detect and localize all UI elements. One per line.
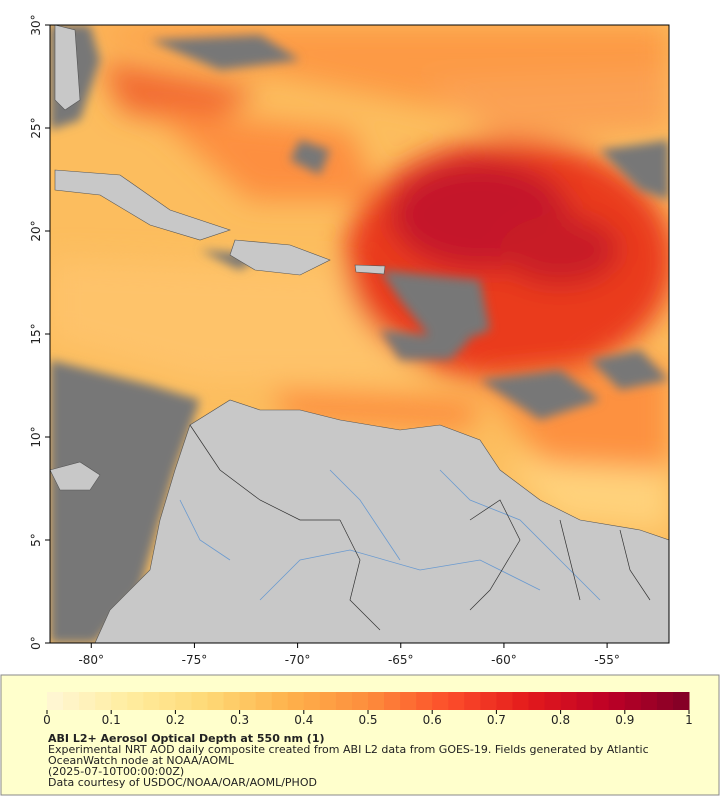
- y-tick-label: 25°: [29, 117, 43, 138]
- colorbar-swatch: [624, 692, 642, 710]
- y-tick-label: 30°: [29, 14, 43, 35]
- colorbar-swatch: [384, 692, 401, 710]
- colorbar-swatch: [512, 692, 529, 710]
- colorbar-swatch: [640, 692, 658, 710]
- colorbar-swatch: [335, 692, 353, 710]
- colorbar-swatch: [95, 692, 112, 710]
- colorbar-tick-label: 0.1: [102, 713, 121, 727]
- colorbar-tick-label: 0.7: [487, 713, 506, 727]
- colorbar-swatch: [416, 692, 433, 710]
- colorbar-tick-label: 0: [43, 713, 51, 727]
- caption-title: ABI L2+ Aerosol Optical Depth at 550 nm …: [48, 732, 325, 745]
- colorbar-tick-label: 0.9: [615, 713, 634, 727]
- colorbar-swatch: [319, 692, 337, 710]
- colorbar-swatch: [496, 692, 513, 710]
- colorbar-swatch: [255, 692, 273, 710]
- colorbar-swatch: [63, 692, 80, 710]
- caption-line: (2025-07-10T00:00:00Z): [48, 765, 184, 778]
- x-tick-label: -75°: [182, 653, 208, 667]
- x-tick-label: -70°: [285, 653, 311, 667]
- y-tick-label: 0°: [29, 636, 43, 650]
- colorbar-swatch: [608, 692, 626, 710]
- colorbar-swatch: [175, 692, 192, 710]
- colorbar-swatch: [464, 692, 481, 710]
- colorbar-swatch: [127, 692, 144, 710]
- colorbar-swatch: [672, 692, 690, 710]
- colorbar-tick-label: 0.3: [230, 713, 249, 727]
- colorbar-swatch: [368, 692, 385, 710]
- colorbar-swatch: [576, 692, 594, 710]
- colorbar-swatch: [223, 692, 241, 710]
- colorbar-swatch: [287, 692, 305, 710]
- colorbar-swatch: [303, 692, 321, 710]
- colorbar-swatch: [560, 692, 578, 710]
- colorbar-swatch: [191, 692, 208, 710]
- x-tick-label: -65°: [388, 653, 414, 667]
- colorbar-swatch: [207, 692, 225, 710]
- colorbar-tick-label: 0.5: [358, 713, 377, 727]
- colorbar-swatch: [480, 692, 497, 710]
- caption-line: OceanWatch node at NOAA/AOML: [48, 754, 235, 767]
- colorbar-tick-label: 1: [685, 713, 693, 727]
- y-tick-label: 10°: [29, 426, 43, 447]
- x-tick-label: -80°: [78, 653, 104, 667]
- colorbar-swatch: [528, 692, 546, 710]
- map-image: [50, 25, 669, 643]
- y-tick-label: 20°: [29, 220, 43, 241]
- x-tick-label: -55°: [594, 653, 620, 667]
- colorbar-tick-label: 0.2: [166, 713, 185, 727]
- colorbar-swatch: [448, 692, 465, 710]
- colorbar-tick-label: 0.6: [423, 713, 442, 727]
- colorbar-swatch: [432, 692, 449, 710]
- colorbar-swatch: [592, 692, 610, 710]
- colorbar-tick-label: 0.4: [294, 713, 313, 727]
- colorbar-swatch: [400, 692, 417, 710]
- colorbar-swatch: [143, 692, 160, 710]
- colorbar-swatch: [47, 692, 64, 710]
- colorbar-swatch: [271, 692, 289, 710]
- colorbar-swatch: [656, 692, 674, 710]
- y-tick-label: 5°: [29, 533, 43, 547]
- colorbar-swatch: [79, 692, 96, 710]
- colorbar-tick-label: 0.8: [551, 713, 570, 727]
- caption-line: Data courtesy of USDOC/NOAA/OAR/AOML/PHO…: [48, 776, 317, 789]
- colorbar-swatch: [239, 692, 257, 710]
- y-tick-label: 15°: [29, 323, 43, 344]
- colorbar-swatch: [111, 692, 128, 710]
- colorbar-swatch: [159, 692, 176, 710]
- caption-line: Experimental NRT AOD daily composite cre…: [48, 743, 649, 756]
- colorbar-swatch: [544, 692, 562, 710]
- colorbar-swatch: [351, 692, 369, 710]
- x-tick-label: -60°: [491, 653, 517, 667]
